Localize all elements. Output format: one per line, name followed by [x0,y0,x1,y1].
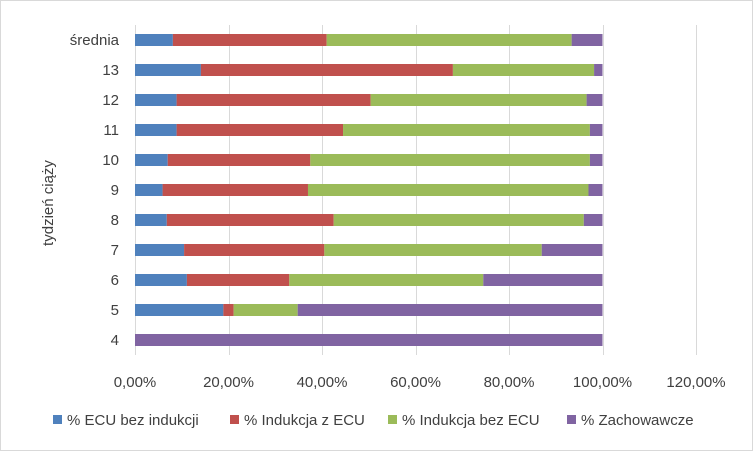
bar-segment [176,94,371,106]
bar-segment [483,274,603,286]
y-tick-label: 12 [102,92,119,109]
bar-segment [135,304,224,316]
bar-segment [184,244,325,256]
legend-swatch [53,415,62,424]
bar-segment [452,64,595,76]
bar-segment [186,274,290,286]
x-tick-label: 60,00% [390,374,441,391]
bar-segment [297,304,603,316]
x-tick-label: 0,00% [114,374,157,391]
legend-swatch [388,415,397,424]
y-tick-label: 6 [111,272,119,289]
legend-item: % Indukcja z ECU [230,412,365,429]
bar-segment [223,304,234,316]
bar-segment [326,34,572,46]
x-tick-label: 20,00% [203,374,254,391]
bar-segment [200,64,453,76]
bar-segment [589,154,603,166]
bar-segment [135,34,173,46]
bar-segment [233,304,298,316]
y-tick-label: 10 [102,152,119,169]
legend-label: % Zachowawcze [581,412,694,429]
legend-label: % Indukcja z ECU [244,412,365,429]
bar-segment [135,184,163,196]
y-tick-label: 11 [103,122,119,139]
legend-label: % ECU bez indukcji [67,412,199,429]
y-tick-label: 7 [111,242,119,259]
x-tick-label: 40,00% [297,374,348,391]
bar-segment [589,124,603,136]
bar-segment [571,34,603,46]
bar-segment [135,94,177,106]
bar-segment [135,124,177,136]
bar-segment [541,244,603,256]
legend-label: % Indukcja bez ECU [402,412,540,429]
x-tick-label: 120,00% [666,374,725,391]
bar-segment [172,34,327,46]
bar-segment [166,214,334,226]
x-tick-labels: 0,00% 20,00% 40,00% 60,00% 80,00% 100,00% 120,… [114,374,726,391]
y-tick-label: 5 [111,302,119,319]
bar-segment [135,244,185,256]
bars [135,34,603,346]
bar-segment [333,214,584,226]
legend-item: % ECU bez indukcji [53,412,199,429]
bar-segment [176,124,344,136]
y-tick-label: 13 [102,62,119,79]
y-tick-labels: 4 5 6 7 8 9 10 11 12 13 średnia [70,32,120,349]
bar-segment [370,94,587,106]
bar-segment [135,334,603,346]
y-tick-label: 4 [111,332,119,349]
legend: % ECU bez indukcji % Indukcja z ECU % Indu… [53,412,694,429]
bar-segment [289,274,484,286]
bar-segment [162,184,308,196]
y-tick-label: 9 [111,182,119,199]
legend-item: % Indukcja bez ECU [388,412,540,429]
bar-segment [135,214,167,226]
x-tick-label: 100,00% [573,374,632,391]
y-tick-label: średnia [70,32,120,49]
bar-segment [135,154,168,166]
y-axis-title: tydzień ciąży [40,160,57,246]
bar-segment [586,94,603,106]
bar-segment [343,124,590,136]
legend-swatch [230,415,239,424]
bar-segment [594,64,603,76]
bar-segment [324,244,542,256]
y-tick-label: 8 [111,212,119,229]
bar-segment [310,154,590,166]
bar-segment [135,274,187,286]
bar-segment [167,154,311,166]
bar-segment [583,214,603,226]
x-tick-label: 80,00% [484,374,535,391]
bar-segment [135,64,201,76]
bar-segment [307,184,589,196]
legend-swatch [567,415,576,424]
legend-item: % Zachowawcze [567,412,694,429]
bar-segment [588,184,603,196]
